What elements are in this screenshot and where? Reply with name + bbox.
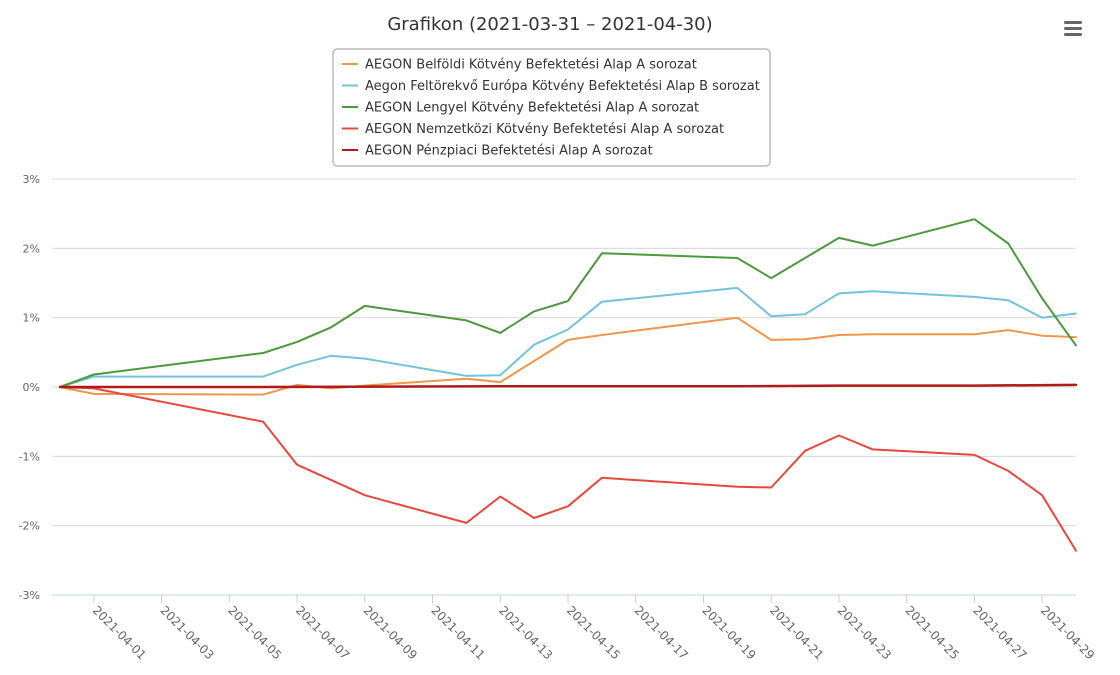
x-axis: 2021-04-01 2021-04-03 2021-04-05 2021-04-07… <box>52 594 1097 662</box>
legend-label: AEGON Pénzpiaci Befektetési Alap A soroz… <box>365 144 653 159</box>
legend-item[interactable]: AEGON Pénzpiaci Befektetési Alap A soroz… <box>342 144 653 159</box>
legend-item[interactable]: AEGON Lengyel Kötvény Befektetési Alap A… <box>342 101 699 116</box>
grid <box>52 178 1076 527</box>
series-line <box>59 286 1077 388</box>
series-line <box>59 218 1077 388</box>
legend: AEGON Belföldi Kötvény Befektetési Alap … <box>332 48 771 167</box>
x-tick-label: 2021-04-17 <box>632 603 691 662</box>
legend-label: AEGON Lengyel Kötvény Befektetési Alap A… <box>365 101 699 116</box>
x-tick-label: 2021-04-01 <box>90 603 149 662</box>
x-tick-label: 2021-04-05 <box>225 603 284 662</box>
legend-item[interactable]: AEGON Belföldi Kötvény Befektetési Alap … <box>342 58 697 73</box>
legend-label: AEGON Nemzetközi Kötvény Befektetési Ala… <box>365 122 724 137</box>
x-tick-label: 2021-04-03 <box>157 603 216 662</box>
x-tick-label: 2021-04-11 <box>428 603 487 662</box>
x-tick-label: 2021-04-07 <box>293 603 352 662</box>
legend-item[interactable]: Aegon Feltörekvő Európa Kötvény Befektet… <box>342 79 760 94</box>
legend-label: Aegon Feltörekvő Európa Kötvény Befektet… <box>365 79 760 94</box>
x-tick-label: 2021-04-23 <box>835 603 894 662</box>
y-tick-label: 1% <box>23 312 40 325</box>
y-tick-label: -1% <box>19 450 40 463</box>
y-tick-label: -3% <box>19 589 40 602</box>
x-tick-label: 2021-04-13 <box>496 603 555 662</box>
x-tick-label: 2021-04-19 <box>699 603 758 662</box>
legend-label: AEGON Belföldi Kötvény Befektetési Alap … <box>365 58 697 73</box>
series-line <box>59 316 1077 396</box>
series-line <box>58 383 1078 389</box>
chart-title: Grafikon (2021-03-31 – 2021-04-30) <box>387 14 712 35</box>
x-tick-label: 2021-04-15 <box>564 603 623 662</box>
x-tick-label: 2021-04-09 <box>361 603 420 662</box>
x-tick-label: 2021-04-21 <box>767 603 826 662</box>
series-line <box>59 386 1077 552</box>
legend-box <box>332 48 771 167</box>
x-tick-label: 2021-04-25 <box>903 603 962 662</box>
y-tick-label: 0% <box>23 381 40 394</box>
series-layer <box>58 218 1078 552</box>
y-axis: 3% 2% 1% 0% -1% -2% -3% <box>19 173 40 602</box>
legend-item[interactable]: AEGON Nemzetközi Kötvény Befektetési Ala… <box>342 122 724 137</box>
x-tick-label: 2021-04-29 <box>1038 603 1097 662</box>
menu-button[interactable] <box>1062 19 1084 39</box>
y-tick-label: -2% <box>19 520 40 533</box>
y-tick-label: 2% <box>23 242 40 255</box>
hamburger-icon <box>1064 21 1082 36</box>
x-tick-label: 2021-04-27 <box>970 603 1029 662</box>
y-tick-label: 3% <box>23 173 40 186</box>
